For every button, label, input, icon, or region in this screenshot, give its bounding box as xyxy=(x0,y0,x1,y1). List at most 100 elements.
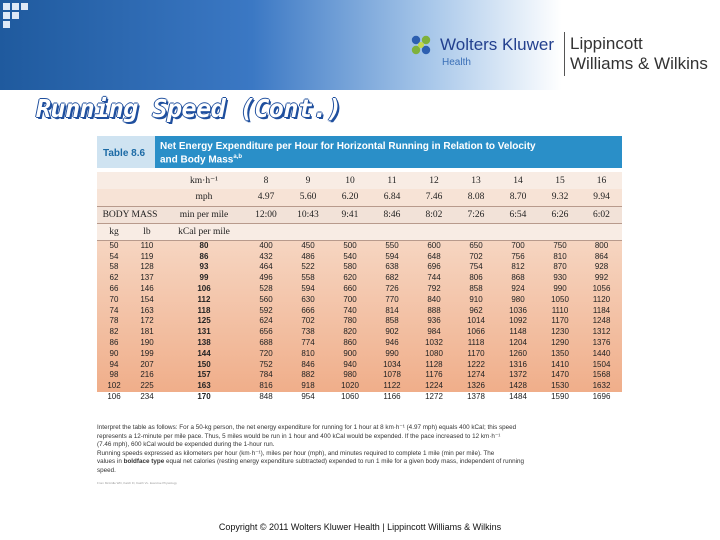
lb-cell: 216 xyxy=(140,370,154,380)
energy-cell: 682 xyxy=(385,273,399,283)
energy-cell: 820 xyxy=(343,327,357,337)
energy-cell: 1080 xyxy=(425,348,443,358)
energy-cell: 954 xyxy=(301,392,315,402)
energy-cell: 1170 xyxy=(467,348,485,358)
energy-cell: 810 xyxy=(301,348,315,358)
energy-cell: 702 xyxy=(301,316,315,326)
table-row: 78 172 125 624 702 780 858 936 1014 1092 1170 1248 xyxy=(97,316,622,327)
energy-cell: 756 xyxy=(511,251,525,261)
table-row: 58 128 93 464 522 580 638 696 754 812 870 928 xyxy=(97,262,622,273)
pace-value: 12:00 xyxy=(245,205,287,223)
energy-cell: 858 xyxy=(385,316,399,326)
min-per-mile-row: BODY MASS min per mile 12:00 10:43 9:41 … xyxy=(97,205,622,223)
energy-cell: 696 xyxy=(427,262,441,272)
energy-cell: 1410 xyxy=(551,359,569,369)
kcal-per-mile-cell: 138 xyxy=(197,338,211,348)
energy-cell: 870 xyxy=(553,262,567,272)
table-row: 102 225 163 816 918 1020 1122 1224 1326 1428 1530 1… xyxy=(97,380,622,391)
energy-cell: 814 xyxy=(385,305,399,315)
energy-cell: 1484 xyxy=(509,392,527,402)
energy-cell: 1066 xyxy=(467,327,485,337)
kg-cell: 70 xyxy=(109,294,119,304)
energy-cell: 812 xyxy=(511,262,525,272)
energy-cell: 450 xyxy=(287,239,329,251)
wolters-kluwer-logo-icon xyxy=(411,35,431,55)
energy-cell: 1696 xyxy=(592,392,611,402)
kmh-value: 16 xyxy=(581,172,622,189)
footnote-a-line3: (7.46 mph), 600 kCal would be expended d… xyxy=(97,441,275,449)
energy-cell: 1120 xyxy=(592,294,611,304)
kg-cell: 102 xyxy=(107,381,121,391)
energy-cell: 720 xyxy=(259,348,273,358)
pace-value: 6:26 xyxy=(539,205,581,223)
mph-value: 8.70 xyxy=(497,189,539,206)
energy-cell: 784 xyxy=(259,370,273,380)
energy-cell: 918 xyxy=(301,381,315,391)
energy-cell: 846 xyxy=(301,359,315,369)
energy-cell: 400 xyxy=(245,239,287,251)
lb-cell: 163 xyxy=(140,305,154,315)
energy-cell: 726 xyxy=(385,284,399,294)
kcal-per-mile-cell: 163 xyxy=(197,381,211,391)
energy-cell: 888 xyxy=(427,305,441,315)
kcal-per-mile-cell: 118 xyxy=(197,305,211,315)
kg-cell: 106 xyxy=(107,392,121,402)
energy-cell: 600 xyxy=(413,239,455,251)
energy-cell: 432 xyxy=(259,251,273,261)
energy-cell: 700 xyxy=(343,294,357,304)
table-footnotes: Interpret the table as follows: For a 50… xyxy=(97,424,622,476)
energy-cell: 980 xyxy=(343,370,357,380)
table-row: 74 163 118 592 666 740 814 888 962 1036 1110 1184 xyxy=(97,305,622,316)
table-row: 62 137 99 496 558 620 682 744 806 868 930 992 xyxy=(97,272,622,283)
mph-value: 9.32 xyxy=(539,189,581,206)
lww-name-line1: Lippincott xyxy=(570,34,643,53)
energy-table: km·h⁻¹ 8 9 10 11 12 13 14 15 16 mph 4.97… xyxy=(97,172,622,402)
kg-cell: 74 xyxy=(109,305,119,315)
energy-cell: 1440 xyxy=(592,348,611,358)
energy-cell: 1248 xyxy=(592,316,611,326)
energy-cell: 702 xyxy=(469,251,483,261)
energy-cell: 1428 xyxy=(509,381,527,391)
kmh-value: 14 xyxy=(497,172,539,189)
energy-cell: 580 xyxy=(343,262,357,272)
energy-cell: 594 xyxy=(385,251,399,261)
table-row: 70 154 112 560 630 700 770 840 910 980 1050 1120 xyxy=(97,294,622,305)
units-row: kg lb kCal per mile xyxy=(97,222,622,240)
header-banner xyxy=(0,0,720,90)
energy-cell: 1230 xyxy=(551,327,569,337)
kcal-per-mile-cell: 86 xyxy=(199,251,209,261)
caption-sup: a,b xyxy=(233,154,243,160)
kcal-per-mile-cell: 157 xyxy=(197,370,211,380)
energy-cell: 980 xyxy=(511,294,525,304)
kg-cell: 86 xyxy=(109,338,119,348)
kg-cell: 66 xyxy=(109,284,119,294)
energy-cell: 522 xyxy=(301,262,315,272)
footnote-a-line2: represents a 12-minute per mile pace. Th… xyxy=(97,432,501,440)
kcal-per-mile-cell: 125 xyxy=(197,316,211,326)
kmh-value: 12 xyxy=(413,172,455,189)
energy-cell: 630 xyxy=(301,294,315,304)
lb-cell: 199 xyxy=(140,348,154,358)
footnote-b-line1: Running speeds expressed as kilometers p… xyxy=(97,449,495,457)
energy-cell: 1118 xyxy=(467,338,485,348)
pace-value: 10:43 xyxy=(287,205,329,223)
energy-cell: 1378 xyxy=(467,392,485,402)
energy-cell: 930 xyxy=(553,273,567,283)
pace-value: 8:02 xyxy=(413,205,455,223)
energy-cell: 864 xyxy=(594,251,609,261)
footnote-a-line1: Interpret the table as follows: For a 50… xyxy=(97,424,517,431)
kcal-per-mile-cell: 80 xyxy=(163,239,245,251)
footnote-b-bold: boldface type xyxy=(123,458,165,466)
energy-cell: 840 xyxy=(427,294,441,304)
energy-cell: 792 xyxy=(427,284,441,294)
footnote-b-line3: speed. xyxy=(97,466,116,474)
lb-cell: 225 xyxy=(140,381,154,391)
energy-cell: 1050 xyxy=(551,294,569,304)
pace-value: 6:02 xyxy=(581,205,622,223)
energy-cell: 754 xyxy=(469,262,483,272)
kcal-per-mile-cell: 144 xyxy=(197,348,211,358)
energy-cell: 806 xyxy=(469,273,483,283)
energy-cell: 990 xyxy=(553,284,567,294)
energy-cell: 744 xyxy=(427,273,441,283)
kmh-row: km·h⁻¹ 8 9 10 11 12 13 14 15 16 xyxy=(97,172,622,189)
